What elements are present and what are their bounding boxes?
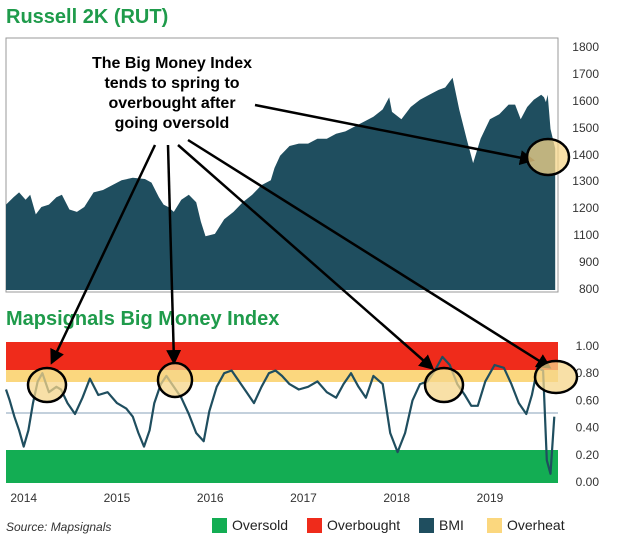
bmi-x-tick: 2016: [197, 491, 224, 505]
oversold-band: [6, 450, 558, 483]
highlight-bmi-2014: [26, 366, 68, 404]
annotation-line-3: overbought after: [108, 95, 235, 112]
overbought-band: [6, 342, 558, 370]
legend-label-overbought: Overbought: [327, 517, 401, 533]
rut-y-axis: 1800 1700 1600 1500 1400 1300 1200 1100 900 800: [572, 40, 599, 296]
bmi-x-tick: 2015: [104, 491, 131, 505]
annotation-arrows: [50, 103, 552, 370]
rut-y-tick: 1300: [572, 174, 599, 188]
bmi-y-tick: 0.40: [576, 421, 600, 435]
annotation-line-4: going oversold: [115, 115, 230, 132]
rut-y-tick: 1700: [572, 67, 599, 81]
highlight-bmi-2015: [156, 361, 194, 399]
rut-y-tick: 1200: [572, 201, 599, 215]
bmi-y-axis: 1.00 0.80 0.60 0.40 0.20 0.00: [576, 339, 600, 489]
bmi-y-tick: 0.80: [576, 366, 600, 380]
rut-y-tick: 900: [579, 255, 599, 269]
legend-overbought: Overbought: [307, 517, 400, 533]
rut-y-tick: 1400: [572, 148, 599, 162]
bmi-y-tick: 1.00: [576, 339, 600, 353]
annotation-line-1: The Big Money Index: [92, 55, 252, 72]
bmi-bands: [6, 342, 558, 483]
legend-swatch-overbought: [307, 517, 322, 533]
arrow-to-bmi-2014: [50, 144, 157, 365]
bmi-y-tick: 0.00: [576, 475, 600, 489]
rut-y-tick: 1100: [573, 228, 599, 242]
rut-y-tick: 1500: [572, 121, 599, 135]
highlight-bmi-2018: [423, 366, 465, 404]
bmi-y-tick: 0.60: [576, 393, 600, 407]
legend-label-overheat: Overheat: [507, 517, 565, 533]
bmi-x-tick: 2019: [477, 491, 504, 505]
rut-y-tick: 800: [579, 282, 599, 296]
annotation-text: The Big Money Index tends to spring to o…: [92, 55, 252, 132]
rut-y-tick: 1800: [572, 40, 599, 54]
highlight-rut-2019: [525, 137, 571, 177]
legend-overheat: Overheat: [487, 517, 565, 533]
rut-chart-title: Russell 2K (RUT): [6, 6, 169, 28]
bmi-x-tick: 2014: [10, 491, 37, 505]
arrow-to-rut-2019: [254, 103, 535, 166]
source-note: Source: Mapsignals: [6, 520, 112, 534]
legend-label-oversold: Oversold: [232, 517, 289, 533]
legend-bmi: BMI: [419, 517, 464, 533]
annotation-line-2: tends to spring to: [104, 75, 239, 92]
arrow-to-bmi-2019: [187, 138, 552, 369]
highlight-circles: [26, 137, 579, 404]
highlight-bmi-2019: [533, 359, 579, 395]
legend-swatch-bmi: [419, 517, 434, 533]
arrow-to-bmi-2015: [166, 144, 182, 365]
rut-y-tick: 1600: [572, 94, 599, 108]
legend-swatch-overheat: [487, 517, 502, 533]
rut-price-area: [6, 77, 556, 290]
legend-swatch-oversold: [212, 517, 227, 533]
bmi-x-tick: 2018: [383, 491, 410, 505]
bmi-line: [4, 355, 556, 475]
bmi-x-tick: 2017: [290, 491, 317, 505]
legend-label-bmi: BMI: [439, 517, 464, 533]
bmi-x-axis: 2014 2015 2016 2017 2018 2019: [10, 491, 503, 505]
arrow-to-bmi-2018: [177, 144, 435, 370]
bmi-y-tick: 0.20: [576, 448, 600, 462]
legend-oversold: Oversold: [212, 517, 288, 533]
